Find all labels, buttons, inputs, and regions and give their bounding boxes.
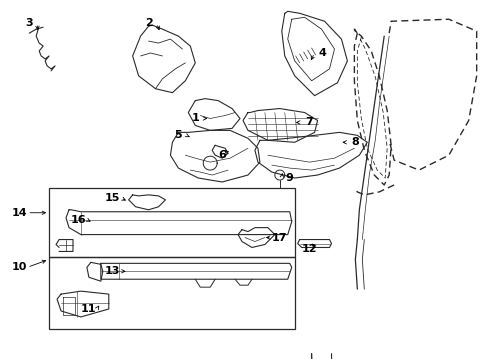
Text: 3: 3 [25, 18, 33, 28]
Bar [49, 188, 294, 257]
Text: 2: 2 [144, 18, 152, 28]
Text: 6: 6 [218, 150, 225, 160]
Text: 9: 9 [285, 173, 293, 183]
Text: 7: 7 [304, 117, 312, 127]
Text: 12: 12 [301, 244, 317, 255]
Text: 8: 8 [351, 137, 359, 147]
Text: 5: 5 [174, 130, 182, 140]
Text: 16: 16 [71, 215, 86, 225]
Bar [49, 257, 294, 329]
Text: 17: 17 [271, 233, 287, 243]
Text: 14: 14 [11, 208, 27, 218]
Text: 4: 4 [318, 48, 326, 58]
Text: 13: 13 [105, 266, 120, 276]
Text: 15: 15 [105, 193, 120, 203]
Text: 1: 1 [191, 113, 199, 123]
Text: 10: 10 [12, 262, 27, 272]
Text: 11: 11 [81, 304, 97, 314]
